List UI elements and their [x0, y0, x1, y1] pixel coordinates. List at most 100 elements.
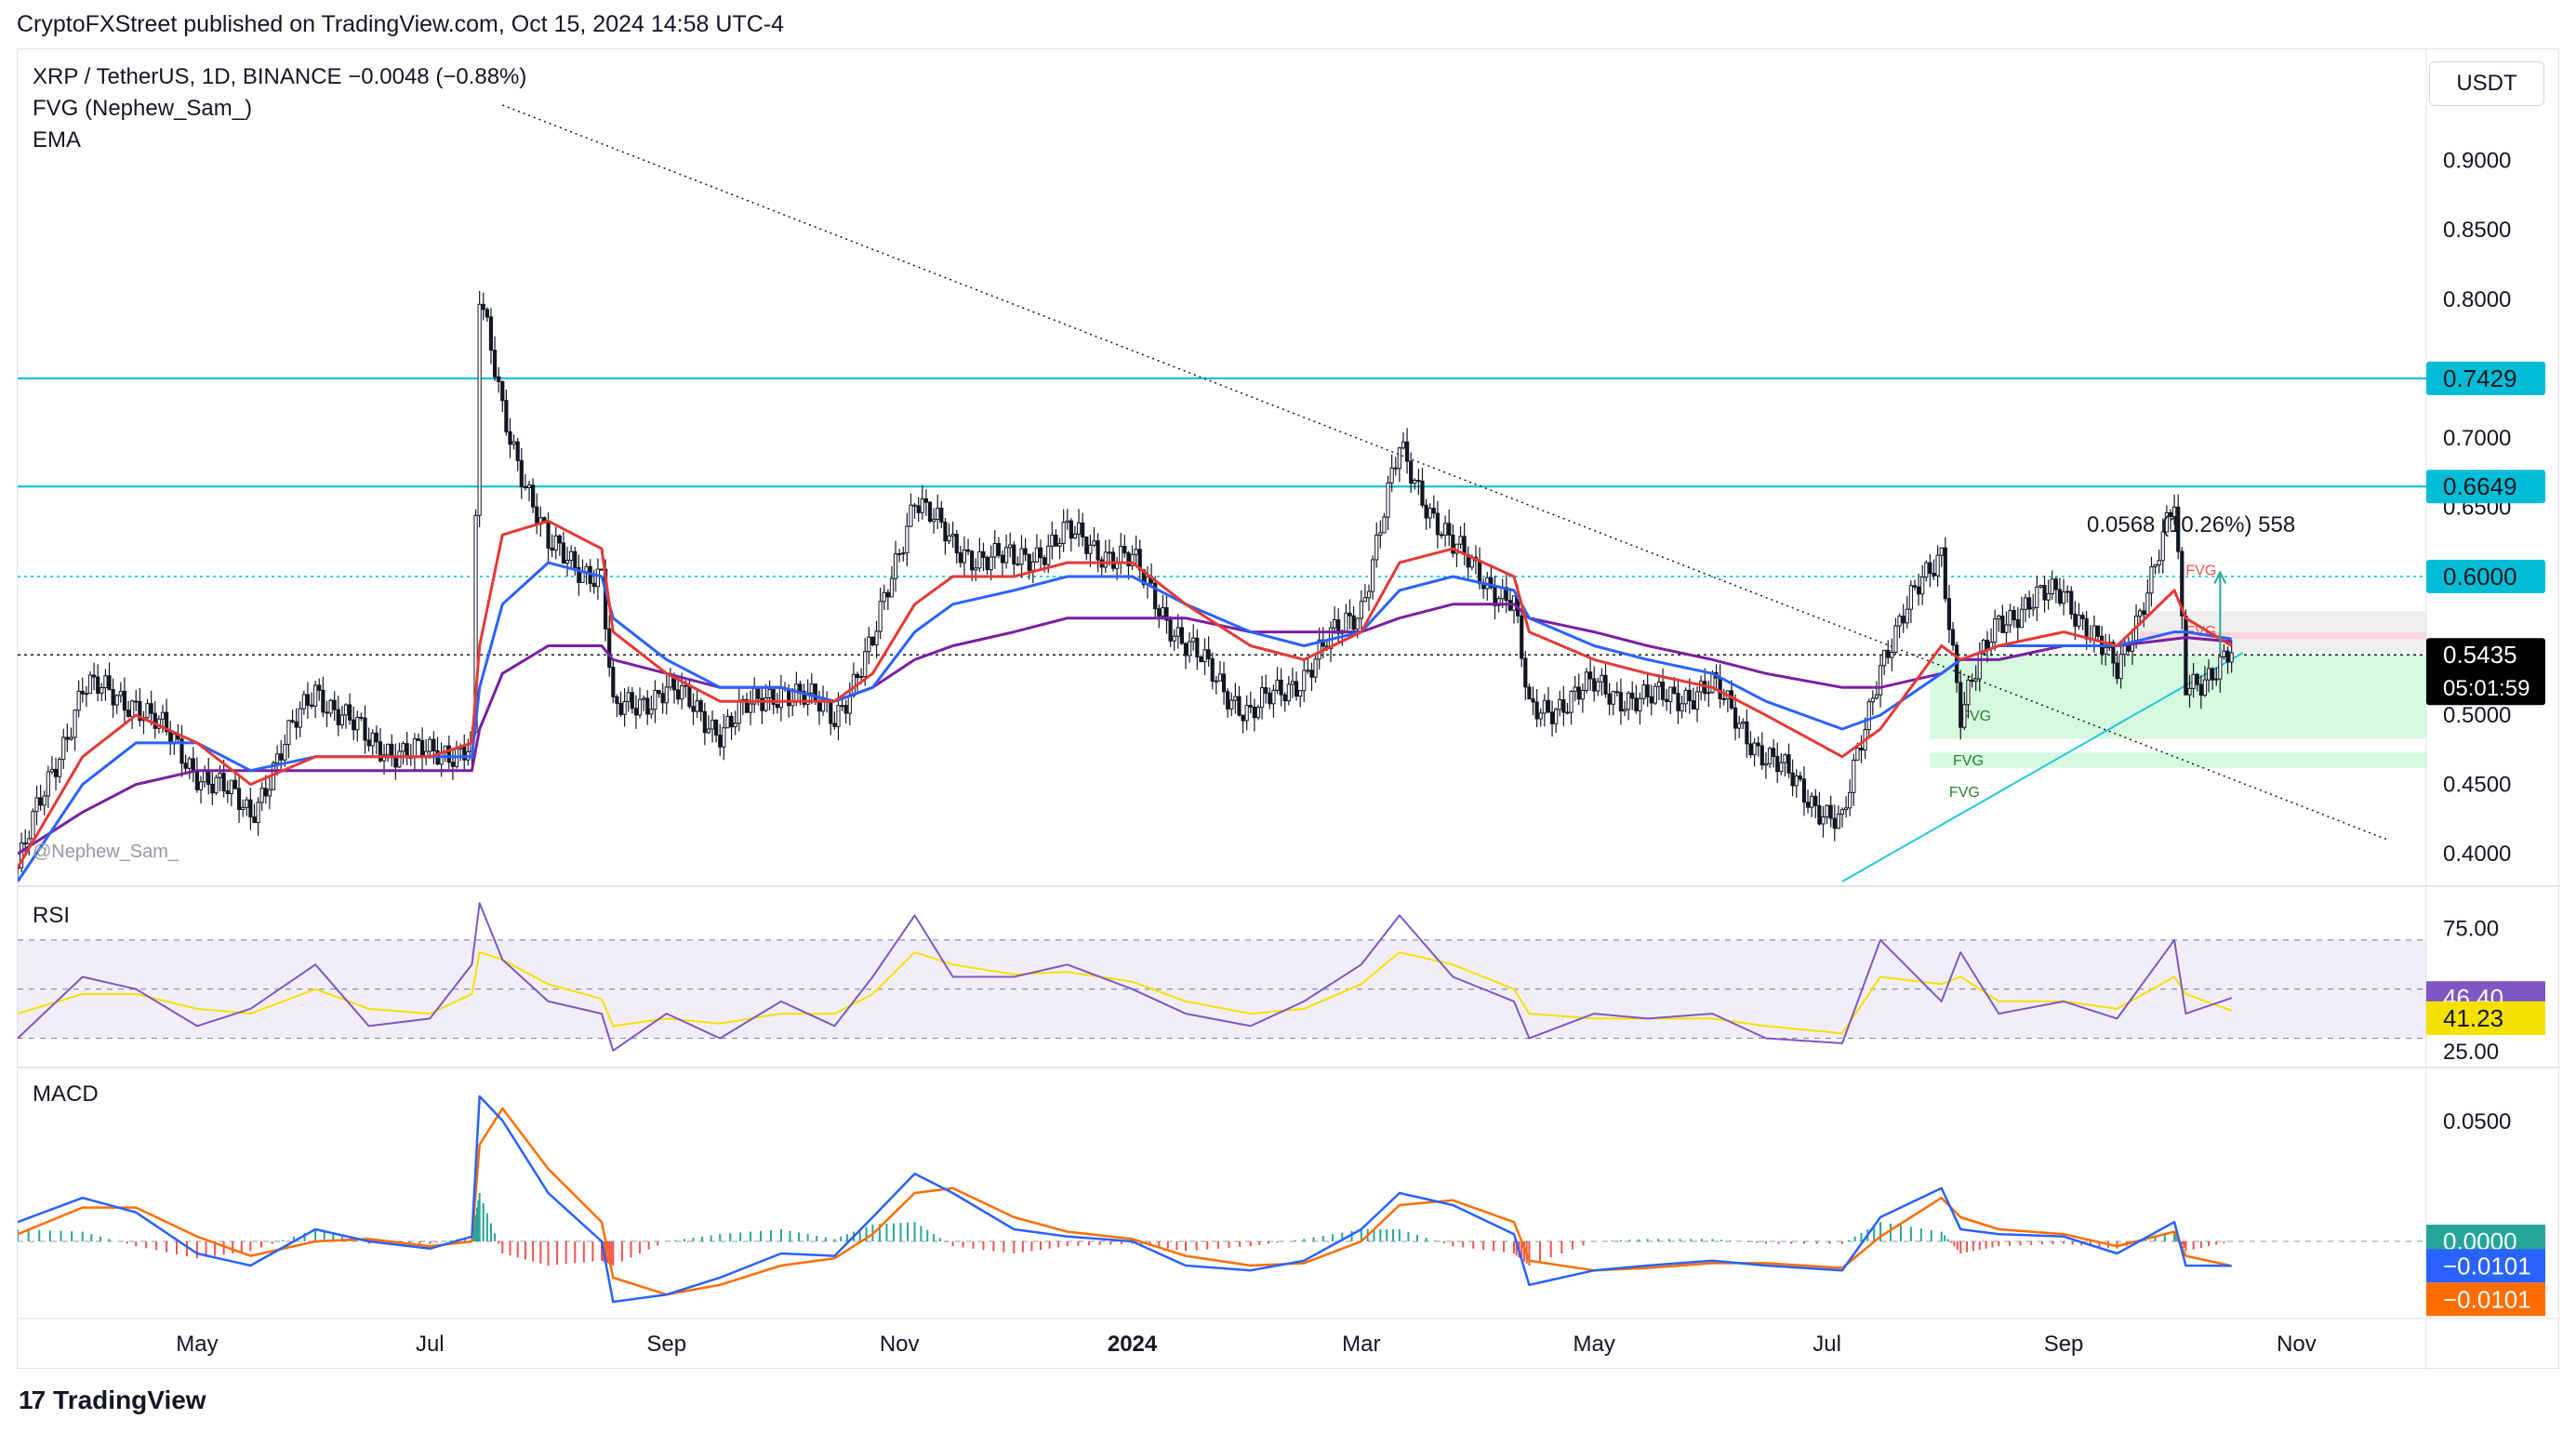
- candle-body: [347, 704, 352, 721]
- candle-body: [1084, 536, 1089, 554]
- candle-body: [1030, 561, 1035, 571]
- currency-button[interactable]: USDT: [2429, 61, 2544, 106]
- candle-body: [1259, 687, 1265, 709]
- candle-body: [595, 568, 600, 588]
- candle-body: [1622, 709, 1627, 712]
- candle-body: [118, 690, 123, 696]
- candle-body: [615, 696, 619, 704]
- candle-body: [1447, 523, 1452, 536]
- candle-body: [1817, 804, 1822, 825]
- candle-body: [1386, 482, 1390, 518]
- candle-body: [65, 736, 70, 740]
- candle-body: [2168, 511, 2173, 518]
- candle-body: [546, 521, 551, 549]
- candle-body: [2225, 650, 2230, 663]
- candle-body: [1038, 547, 1043, 559]
- candle-body: [714, 719, 719, 736]
- candle-body: [977, 550, 982, 569]
- candle-body: [1298, 690, 1303, 697]
- candle-body: [836, 705, 841, 727]
- symbol-legend[interactable]: XRP / TetherUS, 1D, BINANCE −0.0048 (−0.…: [33, 64, 527, 89]
- macd-pane-title[interactable]: MACD: [33, 1081, 99, 1107]
- chart-frame[interactable]: 0.9000 0.8500 0.8000 0.7000 0.6500 0.5000 0.45…: [17, 48, 2560, 1370]
- candle-body: [267, 789, 272, 797]
- candle-body: [744, 698, 750, 713]
- candle-body: [508, 431, 512, 445]
- candle-body: [477, 303, 482, 516]
- candle-body: [2004, 624, 2009, 633]
- candle-body: [1878, 665, 1883, 696]
- candle-body: [332, 699, 337, 710]
- candle-body: [843, 705, 848, 714]
- candle-body: [1870, 697, 1875, 703]
- candle-body: [611, 667, 616, 697]
- candle-body: [1813, 795, 1818, 806]
- price-tick-label: 0.4500: [2443, 773, 2511, 798]
- fvg-indicator-legend[interactable]: FVG (Nephew_Sam_): [33, 96, 253, 121]
- candle-body: [1897, 616, 1902, 627]
- candle-body: [321, 689, 325, 713]
- rsi-pane-title[interactable]: RSI: [33, 903, 71, 928]
- candle-body: [1362, 597, 1368, 603]
- candle-body: [203, 770, 207, 783]
- candle-body: [1866, 701, 1871, 731]
- candle-body: [2229, 652, 2234, 663]
- candle-body: [31, 811, 35, 840]
- fvg-label: FVG: [1949, 785, 1980, 801]
- candle-body: [2164, 511, 2169, 533]
- candle-body: [53, 768, 59, 777]
- candle-body: [1061, 522, 1066, 544]
- candle-body: [2008, 609, 2012, 626]
- candle-body: [179, 738, 184, 764]
- candle-body: [58, 759, 62, 777]
- price-tag-background: [2426, 559, 2545, 593]
- candle-body: [1694, 691, 1700, 710]
- candle-body: [279, 753, 284, 761]
- candle-body: [1745, 721, 1749, 745]
- candle-body: [1072, 533, 1078, 539]
- candle-body: [1420, 480, 1425, 506]
- candle-body: [2211, 668, 2215, 681]
- candle-body: [1630, 692, 1635, 699]
- candle-body: [103, 675, 108, 689]
- candle-body: [1332, 619, 1337, 629]
- candle-body: [1244, 705, 1249, 722]
- candle-body: [897, 553, 902, 556]
- candle-body: [114, 695, 119, 706]
- candle-body: [764, 696, 768, 711]
- price-tick-label: 0.9000: [2443, 149, 2511, 174]
- candle-body: [1924, 562, 1929, 578]
- candle-body: [2111, 642, 2116, 664]
- candle-body: [1115, 563, 1120, 569]
- candle-body: [1649, 696, 1653, 704]
- candle-body: [1199, 656, 1203, 663]
- candle-body: [309, 704, 314, 707]
- candle-body: [1202, 649, 1207, 663]
- candle-body: [1580, 689, 1585, 700]
- candle-body: [1668, 686, 1673, 702]
- chart-canvas[interactable]: 0.90000.85000.80000.70000.65000.50000.45…: [18, 49, 2560, 1370]
- candle-body: [1905, 608, 1909, 624]
- candle-body: [2153, 564, 2158, 567]
- candle-body: [1172, 635, 1176, 642]
- candle-body: [2035, 586, 2039, 608]
- candle-body: [936, 507, 940, 520]
- candle-body: [1839, 809, 1845, 815]
- candle-body: [160, 711, 166, 720]
- candle-body: [798, 683, 803, 692]
- candle-body: [1389, 467, 1394, 484]
- candle-body: [775, 704, 779, 709]
- candle-body: [1832, 817, 1837, 829]
- candle-body: [488, 316, 494, 351]
- candle-body: [577, 566, 581, 583]
- tradingview-logo[interactable]: 17 TradingView: [19, 1386, 206, 1415]
- candle-body: [232, 779, 238, 789]
- ema-indicator-legend[interactable]: EMA: [33, 127, 82, 152]
- candle-body: [283, 744, 287, 761]
- candle-body: [2180, 550, 2184, 617]
- candle-body: [1966, 679, 1971, 706]
- candle-body: [767, 689, 772, 698]
- candle-body: [649, 709, 654, 715]
- candle-body: [1371, 559, 1375, 592]
- candle-body: [1313, 658, 1318, 678]
